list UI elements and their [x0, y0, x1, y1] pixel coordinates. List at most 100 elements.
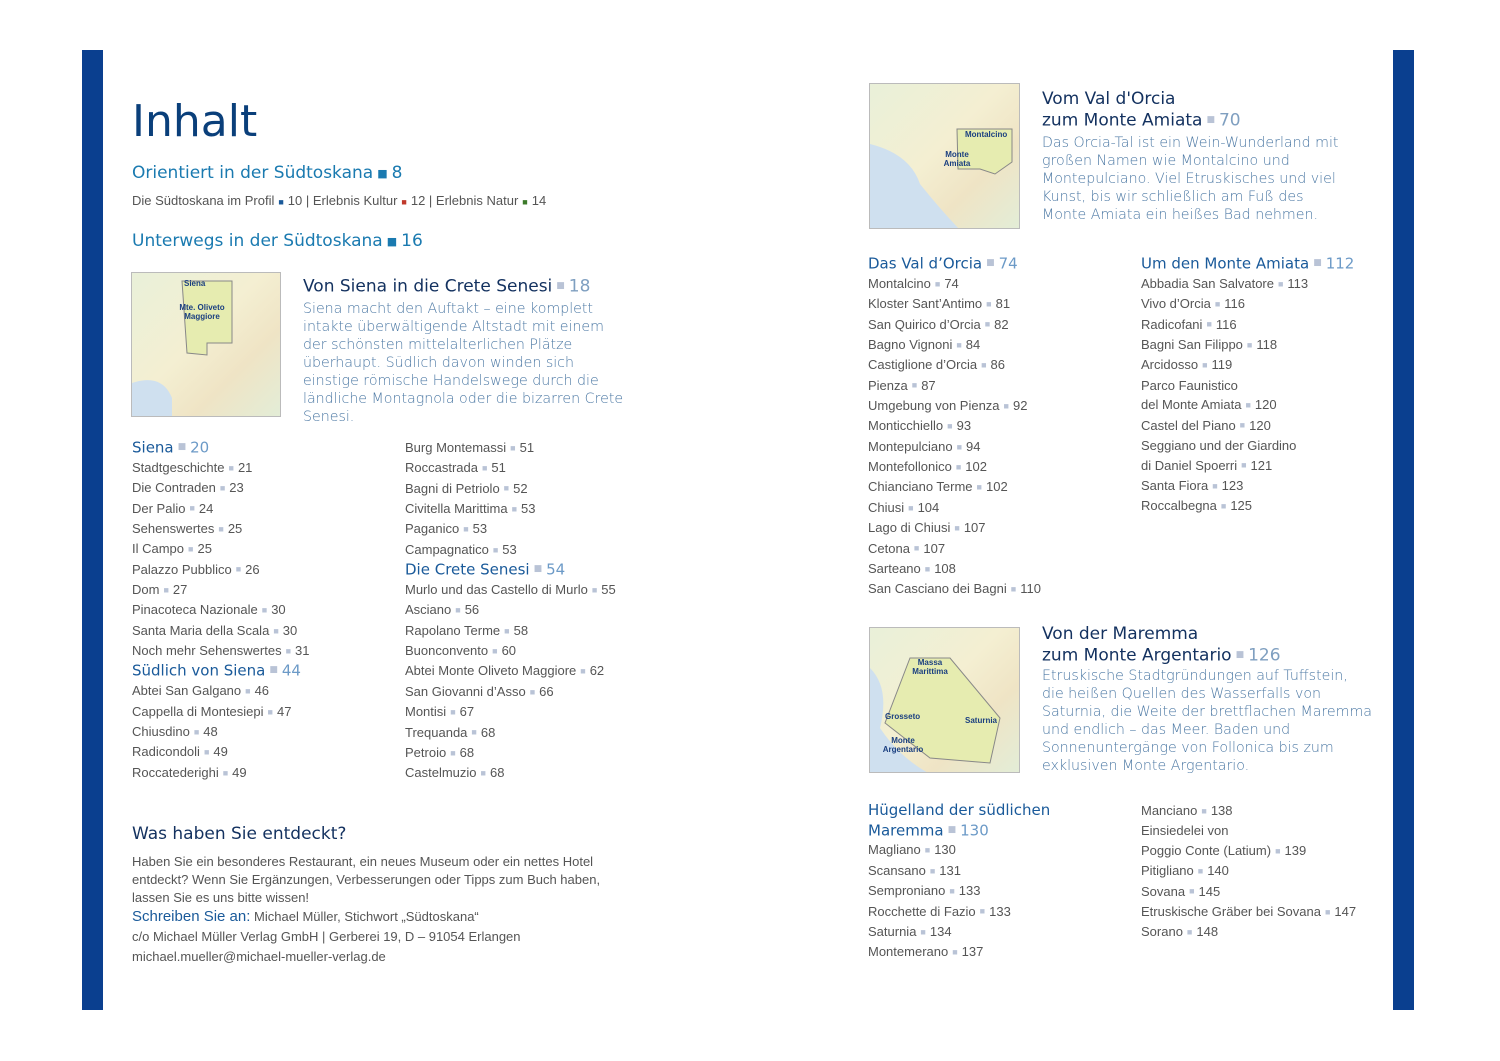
toc-entry[interactable]: Radicondoli ■ 49	[132, 742, 309, 762]
toc-section-heading[interactable]: Um den Monte Amiata ■ 112	[1141, 254, 1354, 274]
toc-entry[interactable]: Magliano ■ 130	[868, 840, 1050, 860]
email-link[interactable]: michael.mueller@michael-mueller-verlag.d…	[132, 949, 386, 964]
toc-entry[interactable]: Vivo d’Orcia ■ 116	[1141, 294, 1354, 314]
toc-entry[interactable]: Santa Maria della Scala ■ 30	[132, 621, 309, 641]
toc-entry[interactable]: Monticchiello ■ 93	[868, 416, 1041, 436]
sub-label[interactable]: Die Südtoskana im Profil	[132, 193, 275, 208]
toc-entry[interactable]: Roccatederighi ■ 49	[132, 763, 309, 783]
toc-entry[interactable]: Der Palio ■ 24	[132, 499, 309, 519]
toc-entry[interactable]: Sarteano ■ 108	[868, 559, 1041, 579]
toc-entry[interactable]: Palazzo Pubblico ■ 26	[132, 560, 309, 580]
toc-entry[interactable]: Chiusdino ■ 48	[132, 722, 309, 742]
chapter-title-siena[interactable]: Von Siena in die Crete Senesi ■ 18	[303, 276, 590, 298]
toc-entry[interactable]: Saturnia ■ 134	[868, 922, 1050, 942]
toc-entry[interactable]: Cetona ■ 107	[868, 539, 1041, 559]
toc-entry[interactable]: San Quirico d’Orcia ■ 82	[868, 315, 1041, 335]
toc-entry[interactable]: Abtei Monte Oliveto Maggiore ■ 62	[405, 661, 616, 681]
toc-entry[interactable]: Umgebung von Pienza ■ 92	[868, 396, 1041, 416]
chapter-title-val-dorcia[interactable]: Vom Val d'Orcia zum Monte Amiata ■ 70	[1042, 89, 1241, 132]
toc-entry[interactable]: Pienza ■ 87	[868, 376, 1041, 396]
toc-entry[interactable]: Scansano ■ 131	[868, 861, 1050, 881]
entry-label: Castiglione d’Orcia	[868, 357, 978, 373]
toc-entry[interactable]: Burg Montemassi ■ 51	[405, 438, 616, 458]
toc-entry[interactable]: Castiglione d’Orcia ■ 86	[868, 355, 1041, 375]
toc-entry[interactable]: Abtei San Galgano ■ 46	[132, 681, 309, 701]
toc-entry[interactable]: Santa Fiora ■ 123	[1141, 476, 1354, 496]
toc-entry[interactable]: Sovana ■ 145	[1141, 882, 1356, 902]
entry-label: Vivo d’Orcia	[1141, 296, 1211, 312]
toc-entry[interactable]: Roccastrada ■ 51	[405, 458, 616, 478]
toc-entry[interactable]: Stadtgeschichte ■ 21	[132, 458, 309, 478]
toc-entry[interactable]: Einsiedelei von	[1141, 821, 1356, 841]
toc-entry[interactable]: Radicofani ■ 116	[1141, 315, 1354, 335]
toc-entry[interactable]: Murlo und das Castello di Murlo ■ 55	[405, 580, 616, 600]
toc-entry[interactable]: Montemerano ■ 137	[868, 942, 1050, 962]
bullet-square-icon: ■	[245, 686, 251, 697]
toc-entry[interactable]: Sorano ■ 148	[1141, 922, 1356, 942]
toc-entry[interactable]: Pitigliano ■ 140	[1141, 861, 1356, 881]
entry-label: Civitella Marittima	[405, 501, 508, 517]
toc-section-heading[interactable]: Maremma ■ 130	[868, 821, 1050, 841]
toc-entry[interactable]: Dom ■ 27	[132, 580, 309, 600]
toc-entry[interactable]: Paganico ■ 53	[405, 519, 616, 539]
toc-entry[interactable]: Cappella di Montesiepi ■ 47	[132, 702, 309, 722]
toc-entry[interactable]: Chiusi ■ 104	[868, 498, 1041, 518]
toc-section-heading[interactable]: Siena ■ 20	[132, 438, 309, 458]
toc-entry[interactable]: Asciano ■ 56	[405, 600, 616, 620]
chapter-title-maremma[interactable]: Von der Maremma zum Monte Argentario ■ 126	[1042, 624, 1281, 667]
toc-entry[interactable]: di Daniel Spoerri ■ 121	[1141, 456, 1354, 476]
toc-entry[interactable]: Abbadia San Salvatore ■ 113	[1141, 274, 1354, 294]
section-orientiert[interactable]: Orientiert in der Südtoskana ■ 8	[132, 163, 402, 183]
toc-entry[interactable]: Petroio ■ 68	[405, 743, 616, 763]
toc-entry[interactable]: San Casciano dei Bagni ■ 110	[868, 579, 1041, 599]
sub-label[interactable]: Erlebnis Natur	[435, 193, 519, 208]
toc-entry[interactable]: Campagnatico ■ 53	[405, 540, 616, 560]
toc-entry[interactable]: Kloster Sant’Antimo ■ 81	[868, 294, 1041, 314]
toc-entry[interactable]: del Monte Amiata ■ 120	[1141, 395, 1354, 415]
section-unterwegs[interactable]: Unterwegs in der Südtoskana ■ 16	[132, 231, 423, 251]
toc-entry[interactable]: Bagni San Filippo ■ 118	[1141, 335, 1354, 355]
map-siena-crete: Siena Mte. Oliveto Maggiore	[131, 272, 281, 417]
toc-entry[interactable]: Castelmuzio ■ 68	[405, 763, 616, 783]
bullet-square-icon: ■	[450, 706, 456, 717]
bullet-square-icon: ■	[450, 747, 456, 758]
toc-entry[interactable]: Etruskische Gräber bei Sovana ■ 147	[1141, 902, 1356, 922]
toc-entry[interactable]: Buonconvento ■ 60	[405, 641, 616, 661]
toc-entry[interactable]: Poggio Conte (Latium) ■ 139	[1141, 841, 1356, 861]
toc-entry[interactable]: Noch mehr Sehenswertes ■ 31	[132, 641, 309, 661]
toc-entry[interactable]: Die Contraden ■ 23	[132, 478, 309, 498]
orient-subsections: Die Südtoskana im Profil ■ 10 | Erlebnis K…	[132, 193, 547, 208]
toc-entry[interactable]: Bagno Vignoni ■ 84	[868, 335, 1041, 355]
toc-entry[interactable]: Trequanda ■ 68	[405, 723, 616, 743]
toc-entry[interactable]: Montisi ■ 67	[405, 702, 616, 722]
toc-entry[interactable]: Il Campo ■ 25	[132, 539, 309, 559]
toc-entry[interactable]: Civitella Marittima ■ 53	[405, 499, 616, 519]
toc-entry[interactable]: Arcidosso ■ 119	[1141, 355, 1354, 375]
toc-entry[interactable]: Montalcino ■ 74	[868, 274, 1041, 294]
toc-entry[interactable]: Manciano ■ 138	[1141, 801, 1356, 821]
bullet-square-icon: ■	[401, 196, 407, 207]
toc-section-heading[interactable]: Die Crete Senesi ■ 54	[405, 560, 616, 580]
toc-entry[interactable]: Seggiano und der Giardino	[1141, 436, 1354, 456]
toc-entry[interactable]: Montefollonico ■ 102	[868, 457, 1041, 477]
toc-entry[interactable]: Parco Faunistico	[1141, 376, 1354, 396]
toc-entry[interactable]: Semproniano ■ 133	[868, 881, 1050, 901]
toc-entry[interactable]: San Giovanni d’Asso ■ 66	[405, 682, 616, 702]
entry-label: Asciano	[405, 602, 452, 618]
toc-entry[interactable]: Roccalbegna ■ 125	[1141, 496, 1354, 516]
toc-entry[interactable]: Sehenswertes ■ 25	[132, 519, 309, 539]
toc-entry[interactable]: Lago di Chiusi ■ 107	[868, 518, 1041, 538]
toc-entry[interactable]: Pinacoteca Nazionale ■ 30	[132, 600, 309, 620]
toc-section-heading[interactable]: Südlich von Siena ■ 44	[132, 661, 309, 681]
toc-section-heading[interactable]: Hügelland der südlichen	[868, 801, 1050, 821]
toc-entry[interactable]: Montepulciano ■ 94	[868, 437, 1041, 457]
toc-entry[interactable]: Rocchette di Fazio ■ 133	[868, 902, 1050, 922]
toc-entry[interactable]: Rapolano Terme ■ 58	[405, 621, 616, 641]
toc-entry[interactable]: Chianciano Terme ■ 102	[868, 477, 1041, 497]
sub-label[interactable]: Erlebnis Kultur	[312, 193, 398, 208]
toc-list-manciano: Manciano ■ 138 Einsiedelei von Poggio Conte …	[1141, 801, 1356, 943]
toc-section-heading[interactable]: Das Val d’Orcia ■ 74	[868, 254, 1041, 274]
page-number: 60	[501, 643, 517, 659]
toc-entry[interactable]: Castel del Piano ■ 120	[1141, 416, 1354, 436]
toc-entry[interactable]: Bagni di Petriolo ■ 52	[405, 479, 616, 499]
